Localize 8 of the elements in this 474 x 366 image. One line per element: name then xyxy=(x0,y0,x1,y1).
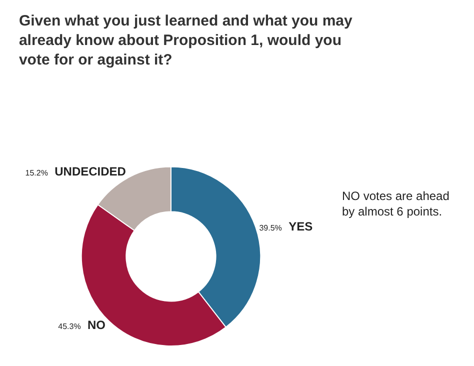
text: NO votes are ahead by almost 6 points. xyxy=(342,189,450,219)
slice-label: NO xyxy=(88,318,106,332)
data-label: 45.3% xyxy=(58,322,81,331)
data-label: 15.2% xyxy=(25,168,48,178)
chart-title: Given what you just learned and what you may already know about Proposition 1, would you vote for or against it? xyxy=(18,12,354,69)
slice-label: UNDECIDED xyxy=(54,164,126,178)
data-label: 39.5% xyxy=(259,224,282,233)
slice-label: YES xyxy=(288,220,313,234)
